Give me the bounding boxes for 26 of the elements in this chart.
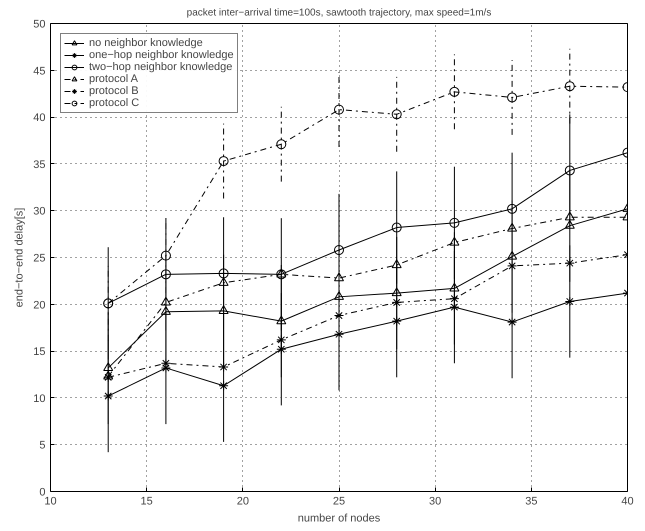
y-tick-label: 15: [33, 346, 46, 358]
legend-label: protocol A: [89, 73, 138, 85]
y-axis-title: end−to−end delay[s]: [13, 208, 26, 308]
legend-label: two−hop neighbor knowledge: [89, 61, 232, 73]
y-tick-label: 40: [33, 112, 46, 124]
x-tick-label: 40: [621, 496, 634, 508]
y-tick-label: 25: [33, 252, 46, 264]
chart-title: packet inter−arrival time=100s, sawtooth trajectory, max speed=1m/s: [186, 8, 492, 18]
x-tick-label: 15: [140, 496, 153, 508]
x-axis-title: number of nodes: [298, 512, 381, 524]
legend-label: protocol B: [89, 85, 139, 97]
y-tick-label: 10: [33, 392, 46, 405]
x-tick-label: 25: [332, 496, 346, 508]
y-tick-label: 30: [33, 206, 46, 218]
y-tick-label: 45: [33, 65, 46, 78]
legend-label: one−hop neighbor knowledge: [89, 49, 234, 61]
x-tick-label: 30: [429, 496, 442, 508]
legend-label: protocol C: [89, 97, 140, 109]
x-tick-label: 20: [236, 496, 249, 508]
x-tick-label: 35: [525, 496, 538, 508]
y-tick-label: 5: [39, 440, 46, 452]
y-tick-label: 50: [33, 18, 46, 30]
y-tick-label: 20: [33, 299, 46, 312]
y-tick-label: 0: [39, 486, 46, 498]
y-tick-label: 35: [33, 158, 46, 171]
legend-label: no neighbor knowledge: [89, 37, 203, 49]
